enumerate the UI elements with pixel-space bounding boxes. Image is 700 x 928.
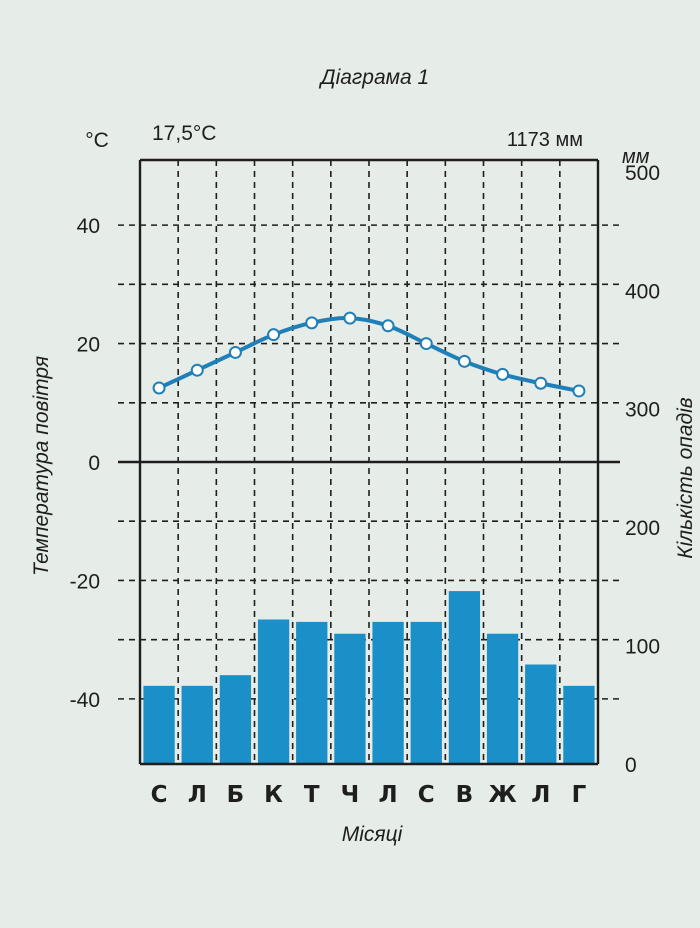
left-tick-label: -20 [70, 570, 100, 593]
temperature-point [381, 319, 395, 333]
left-axis-ticks: 40 20 0 -20 -40 [70, 215, 100, 712]
temperature-point [457, 354, 471, 368]
month-label: С [418, 782, 435, 808]
left-tick-label: 0 [88, 452, 100, 475]
precipitation-bar [296, 621, 328, 764]
precipitation-bar [219, 675, 252, 764]
month-label: Л [188, 782, 207, 808]
chart-title: Діаграма 1 [319, 66, 429, 89]
temperature-point [496, 367, 510, 381]
right-tick-label: 300 [625, 399, 660, 422]
month-label: Т [304, 782, 320, 808]
temperature-point [228, 345, 242, 359]
temperature-point [419, 337, 433, 351]
annual-precipitation: 1173 мм [507, 129, 583, 151]
month-label: Ж [489, 782, 517, 808]
temperature-point [305, 316, 319, 330]
right-tick-label: 500 [625, 162, 660, 185]
precipitation-bar [486, 633, 519, 764]
right-tick-label: 100 [625, 636, 660, 659]
precipitation-bar [448, 591, 481, 764]
month-label: Г [572, 782, 587, 808]
left-axis-label: Температура повітря [30, 356, 53, 576]
axes [118, 158, 620, 766]
left-tick-label: 20 [77, 334, 100, 357]
precipitation-bar [372, 621, 404, 764]
right-axis-ticks: 500 400 300 200 100 0 [625, 162, 660, 777]
month-label: Л [379, 782, 398, 808]
month-label: Ч [341, 782, 360, 808]
temperature-point [267, 328, 281, 342]
precipitation-bar [334, 633, 366, 764]
precipitation-bars [143, 591, 595, 764]
month-label: С [151, 782, 168, 808]
x-axis-label: Місяці [342, 823, 404, 846]
left-tick-label: 40 [77, 215, 100, 238]
temperature-point [343, 311, 357, 325]
temperature-point [572, 384, 586, 398]
annual-mean-temperature: 17,5°C [152, 122, 216, 145]
precipitation-bar [563, 685, 595, 764]
temperature-point [190, 363, 204, 377]
right-tick-label: 0 [625, 754, 637, 777]
left-tick-label: -40 [70, 689, 100, 712]
left-axis-unit: °C [85, 129, 109, 152]
month-label: В [456, 782, 474, 808]
right-tick-label: 400 [625, 280, 660, 303]
right-axis-label: Кількість опадів [674, 397, 697, 559]
right-tick-label: 200 [625, 517, 660, 540]
temperature-line [152, 311, 586, 398]
month-label: К [264, 782, 283, 808]
temperature-point [534, 376, 548, 390]
precipitation-bar [181, 685, 213, 764]
precipitation-bar [257, 619, 290, 764]
precipitation-bar [143, 685, 175, 764]
precipitation-bar [410, 621, 442, 764]
month-label: Л [531, 782, 550, 808]
precipitation-bar [525, 664, 557, 764]
temperature-point [152, 381, 166, 395]
right-axis-unit: мм [622, 146, 650, 168]
month-label: Б [227, 782, 245, 808]
